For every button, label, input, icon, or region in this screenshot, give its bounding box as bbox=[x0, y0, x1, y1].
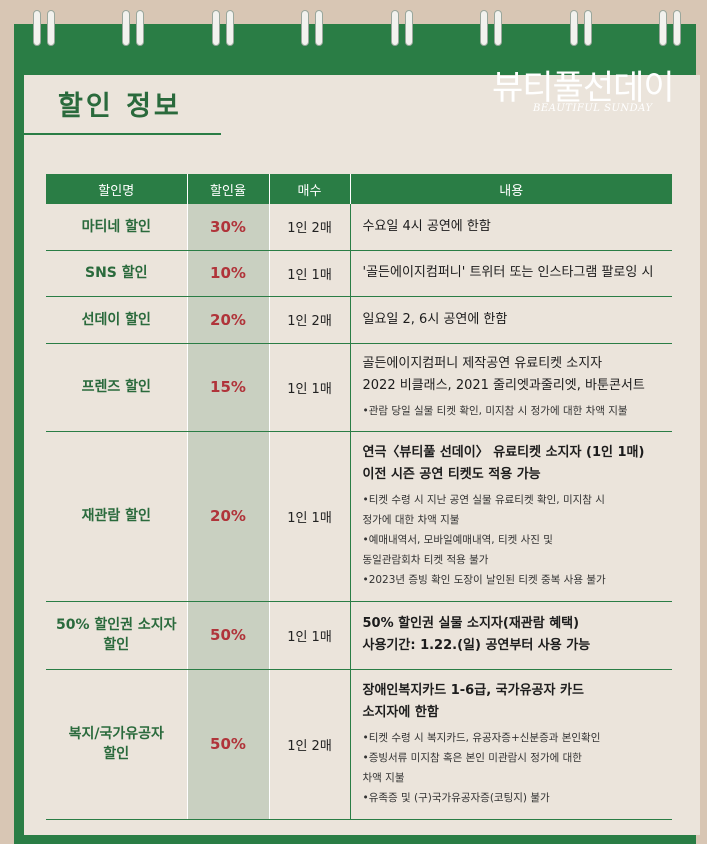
content-note: 정가에 대한 차액 지불 bbox=[362, 514, 460, 526]
ticket-limit: 1인 1매 bbox=[269, 431, 351, 602]
content-note: 동일관람회차 티켓 적용 불가 bbox=[362, 554, 489, 566]
discount-content: 수요일 4시 공연에 한함 bbox=[350, 204, 672, 251]
discount-rate: 20% bbox=[187, 296, 270, 344]
content-line: 연극〈뷰티풀 선데이〉 유료티켓 소지자 (1인 1매) bbox=[362, 445, 645, 460]
discount-table: 할인명 할인율 매수 내용 마티네 할인 30% 1인 2매 수요일 4시 공연… bbox=[46, 174, 672, 820]
content-line: 2022 비클래스, 2021 줄리엣과줄리엣, 바툰콘서트 bbox=[362, 378, 645, 393]
content-line: 50% 할인권 실물 소지자(재관람 혜택) bbox=[362, 616, 580, 631]
content-note: •관람 당일 실물 티켓 확인, 미지참 시 정가에 대한 차액 지불 bbox=[362, 405, 628, 417]
binder-ring-icon bbox=[659, 10, 685, 46]
content-note: •티켓 수령 시 복지카드, 유공자증+신분증과 본인확인 bbox=[362, 732, 601, 744]
discount-rate: 30% bbox=[187, 204, 270, 251]
discount-content: 연극〈뷰티풀 선데이〉 유료티켓 소지자 (1인 1매) 이전 시즌 공연 티켓… bbox=[350, 431, 672, 602]
brand-subtitle: BEAUTIFUL SUNDAY bbox=[533, 103, 653, 114]
discount-name: 마티네 할인 bbox=[46, 204, 188, 251]
content-line: '골든에이지컴퍼니' 트위터 또는 인스타그램 팔로잉 시 bbox=[362, 265, 654, 280]
binder-rings bbox=[0, 0, 707, 50]
ticket-limit: 1인 1매 bbox=[269, 250, 351, 297]
table-row: SNS 할인 10% 1인 1매 '골든에이지컴퍼니' 트위터 또는 인스타그램… bbox=[46, 250, 672, 297]
discount-name-line: 할인 bbox=[103, 746, 130, 762]
discount-content: '골든에이지컴퍼니' 트위터 또는 인스타그램 팔로잉 시 bbox=[350, 250, 672, 297]
table-row: 마티네 할인 30% 1인 2매 수요일 4시 공연에 한함 bbox=[46, 204, 672, 251]
content-line: 이전 시즌 공연 티켓도 적용 가능 bbox=[362, 467, 541, 482]
discount-rate: 50% bbox=[187, 669, 270, 820]
table-row: 50% 할인권 소지자 할인 50% 1인 1매 50% 할인권 실물 소지자(… bbox=[46, 601, 672, 670]
discount-rate: 15% bbox=[187, 343, 270, 432]
content-note: •유족증 및 (구)국가유공자증(코팅지) 불가 bbox=[362, 792, 550, 804]
discount-content: 장애인복지카드 1-6급, 국가유공자 카드 소지자에 한함 •티켓 수령 시 … bbox=[350, 669, 672, 820]
content-line: 수요일 4시 공연에 한함 bbox=[362, 218, 491, 234]
content-note: •예매내역서, 모바일예매내역, 티켓 사진 및 bbox=[362, 534, 553, 546]
content-line: 사용기간: 1.22.(일) 공연부터 사용 가능 bbox=[362, 638, 591, 653]
discount-name: SNS 할인 bbox=[46, 250, 188, 297]
brand-logo: 뷰티풀선데이 bbox=[492, 68, 675, 108]
table-row: 프렌즈 할인 15% 1인 1매 골든에이지컴퍼니 제작공연 유료티켓 소지자 … bbox=[46, 343, 672, 432]
binder-ring-icon bbox=[480, 10, 506, 46]
col-header-qty: 매수 bbox=[268, 174, 350, 204]
discount-name-line: 50% 할인권 소지자 bbox=[55, 617, 177, 633]
ticket-limit: 1인 2매 bbox=[269, 296, 351, 344]
content-note: 차액 지불 bbox=[362, 772, 405, 784]
discount-name-line: 복지/국가유공자 bbox=[68, 726, 164, 742]
discount-rate: 50% bbox=[187, 601, 270, 670]
binder-ring-icon bbox=[122, 10, 148, 46]
binder-ring-icon bbox=[301, 10, 327, 46]
binder-ring-icon bbox=[212, 10, 238, 46]
ticket-limit: 1인 2매 bbox=[269, 204, 351, 251]
binder-ring-icon bbox=[391, 10, 417, 46]
discount-content: 일요일 2, 6시 공연에 한함 bbox=[350, 296, 672, 344]
content-note: •티켓 수령 시 지난 공연 실물 유료티켓 확인, 미지참 시 bbox=[362, 494, 605, 506]
discount-name: 선데이 할인 bbox=[46, 296, 188, 344]
col-header-rate: 할인율 bbox=[186, 174, 269, 204]
discount-rate: 10% bbox=[187, 250, 270, 297]
discount-name: 프렌즈 할인 bbox=[46, 343, 188, 432]
binder-ring-icon bbox=[33, 10, 59, 46]
title-underline bbox=[24, 133, 221, 135]
table-row: 재관람 할인 20% 1인 1매 연극〈뷰티풀 선데이〉 유료티켓 소지자 (1… bbox=[46, 431, 672, 602]
page-title: 할인 정보 bbox=[58, 91, 182, 122]
ticket-limit: 1인 1매 bbox=[269, 601, 351, 670]
table-row: 복지/국가유공자 할인 50% 1인 2매 장애인복지카드 1-6급, 국가유공… bbox=[46, 669, 672, 820]
content-line: 장애인복지카드 1-6급, 국가유공자 카드 bbox=[362, 683, 584, 698]
content-line: 골든에이지컴퍼니 제작공연 유료티켓 소지자 bbox=[362, 356, 603, 371]
discount-name: 재관람 할인 bbox=[46, 431, 188, 602]
discount-rate: 20% bbox=[187, 431, 270, 602]
discount-name: 복지/국가유공자 할인 bbox=[46, 669, 188, 820]
ticket-limit: 1인 1매 bbox=[269, 343, 351, 432]
discount-name-line: 할인 bbox=[103, 637, 130, 653]
content-line: 일요일 2, 6시 공연에 한함 bbox=[362, 311, 508, 327]
binder-ring-icon bbox=[570, 10, 596, 46]
col-header-name: 할인명 bbox=[46, 174, 187, 204]
table-row: 선데이 할인 20% 1인 2매 일요일 2, 6시 공연에 한함 bbox=[46, 296, 672, 344]
table-header-row: 할인명 할인율 매수 내용 bbox=[46, 174, 672, 204]
discount-name: 50% 할인권 소지자 할인 bbox=[46, 601, 188, 670]
discount-content: 골든에이지컴퍼니 제작공연 유료티켓 소지자 2022 비클래스, 2021 줄… bbox=[350, 343, 672, 432]
ticket-limit: 1인 2매 bbox=[269, 669, 351, 820]
content-note: •증빙서류 미지참 혹은 본인 미관람시 정가에 대한 bbox=[362, 752, 582, 764]
content-note: •2023년 증빙 확인 도장이 날인된 티켓 중복 사용 불가 bbox=[362, 574, 606, 586]
discount-content: 50% 할인권 실물 소지자(재관람 혜택) 사용기간: 1.22.(일) 공연… bbox=[350, 601, 672, 670]
col-header-content: 내용 bbox=[349, 174, 672, 204]
content-line: 소지자에 한함 bbox=[362, 705, 439, 720]
